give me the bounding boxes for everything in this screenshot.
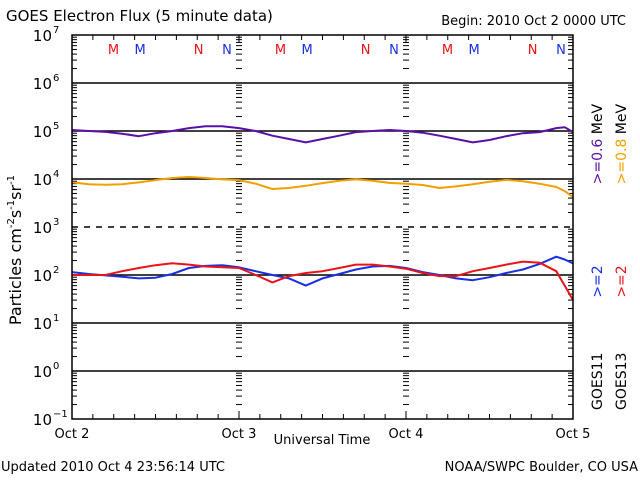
axis-ticks: [71, 35, 574, 419]
marker-n-blue: N: [222, 43, 232, 58]
marker-n-red: N: [528, 43, 538, 58]
legend-unit-2: MeV: [614, 103, 630, 135]
marker-m-blue: M: [135, 43, 146, 58]
legend-unit-1: MeV: [590, 103, 606, 135]
begin-time: Begin: 2010 Oct 2 0000 UTC: [441, 14, 626, 29]
y-axis-label-exp1: -2: [6, 218, 17, 229]
marker-m-blue: M: [469, 43, 480, 58]
marker-m-blue: M: [302, 43, 313, 58]
y-tick-label: 10: [33, 363, 52, 381]
y-tick-label-exponent: 3: [53, 217, 59, 228]
marker-n-blue: N: [389, 43, 399, 58]
y-axis-label-main: Particles cm: [6, 228, 25, 326]
y-axis-label-exp3: -1: [6, 174, 17, 185]
y-tick-label-exponent: 4: [53, 169, 59, 180]
legend-goes13-ge2: >=2: [614, 265, 630, 298]
chart-title: GOES Electron Flux (5 minute data): [6, 7, 273, 25]
legend-goes11-label: GOES11: [590, 352, 606, 410]
x-tick-labels: Oct 2 Oct 3 Oct 4 Oct 5: [55, 427, 591, 442]
gridlines: [72, 82, 573, 372]
y-axis-label-exp2: -1: [6, 199, 17, 210]
y-tick-label-exponent: −1: [53, 409, 68, 420]
series-lines: [71, 125, 574, 301]
y-tick-label: 10: [33, 123, 52, 141]
series-line-goes13-ge08: [71, 176, 574, 198]
legend-goes13-ge08: >=0.8: [614, 138, 630, 185]
y-tick-label: 10: [33, 171, 52, 189]
y-axis-label-sr: sr: [6, 184, 25, 200]
y-tick-label: 10: [33, 75, 52, 93]
legend-goes13: GOES13 >=2 >=0.8 MeV: [614, 104, 630, 410]
y-tick-label: 10: [33, 27, 52, 45]
x-tick-label: Oct 4: [389, 427, 424, 442]
y-tick-label-exponent: 7: [53, 25, 59, 36]
x-tick-label: Oct 5: [556, 427, 591, 442]
marker-n-red: N: [194, 43, 204, 58]
legend-goes11-ge06: >=0.6: [590, 138, 606, 185]
credit-text: NOAA/SWPC Boulder, CO USA: [444, 460, 638, 475]
series-line-goes11-ge2: [71, 255, 574, 287]
legend-goes13-label: GOES13: [614, 352, 630, 410]
marker-n-red: N: [361, 43, 371, 58]
x-axis-label: Universal Time: [274, 433, 371, 448]
plot-frame: [71, 34, 574, 420]
marker-n-blue: N: [556, 43, 566, 58]
updated-timestamp: Updated 2010 Oct 4 23:56:14 UTC: [1, 460, 225, 475]
legend-goes11-ge2: >=2: [590, 265, 606, 298]
marker-m-red: M: [275, 43, 286, 58]
x-tick-label: Oct 3: [222, 427, 257, 442]
y-tick-label: 10: [33, 315, 52, 333]
y-axis-label: Particles cm-2s-1sr-1: [6, 140, 25, 360]
series-line-goes11-ge06: [71, 125, 574, 144]
y-axis-label-s: s: [6, 209, 25, 219]
y-tick-label: 10: [33, 219, 52, 237]
series-line-goes13-ge2: [72, 260, 574, 301]
y-tick-label-exponent: 6: [53, 73, 59, 84]
x-tick-label: Oct 2: [55, 427, 90, 442]
marker-m-red: M: [108, 43, 119, 58]
y-tick-label: 10: [33, 267, 52, 285]
marker-m-red: M: [442, 43, 453, 58]
y-tick-label: 10: [33, 411, 52, 429]
legend-goes11: GOES11 >=2 >=0.6 MeV: [590, 104, 606, 410]
y-tick-label-exponent: 0: [53, 361, 59, 372]
y-tick-label-exponent: 5: [53, 121, 59, 132]
y-tick-label-exponent: 1: [53, 313, 59, 324]
y-tick-label-exponent: 2: [53, 265, 59, 276]
